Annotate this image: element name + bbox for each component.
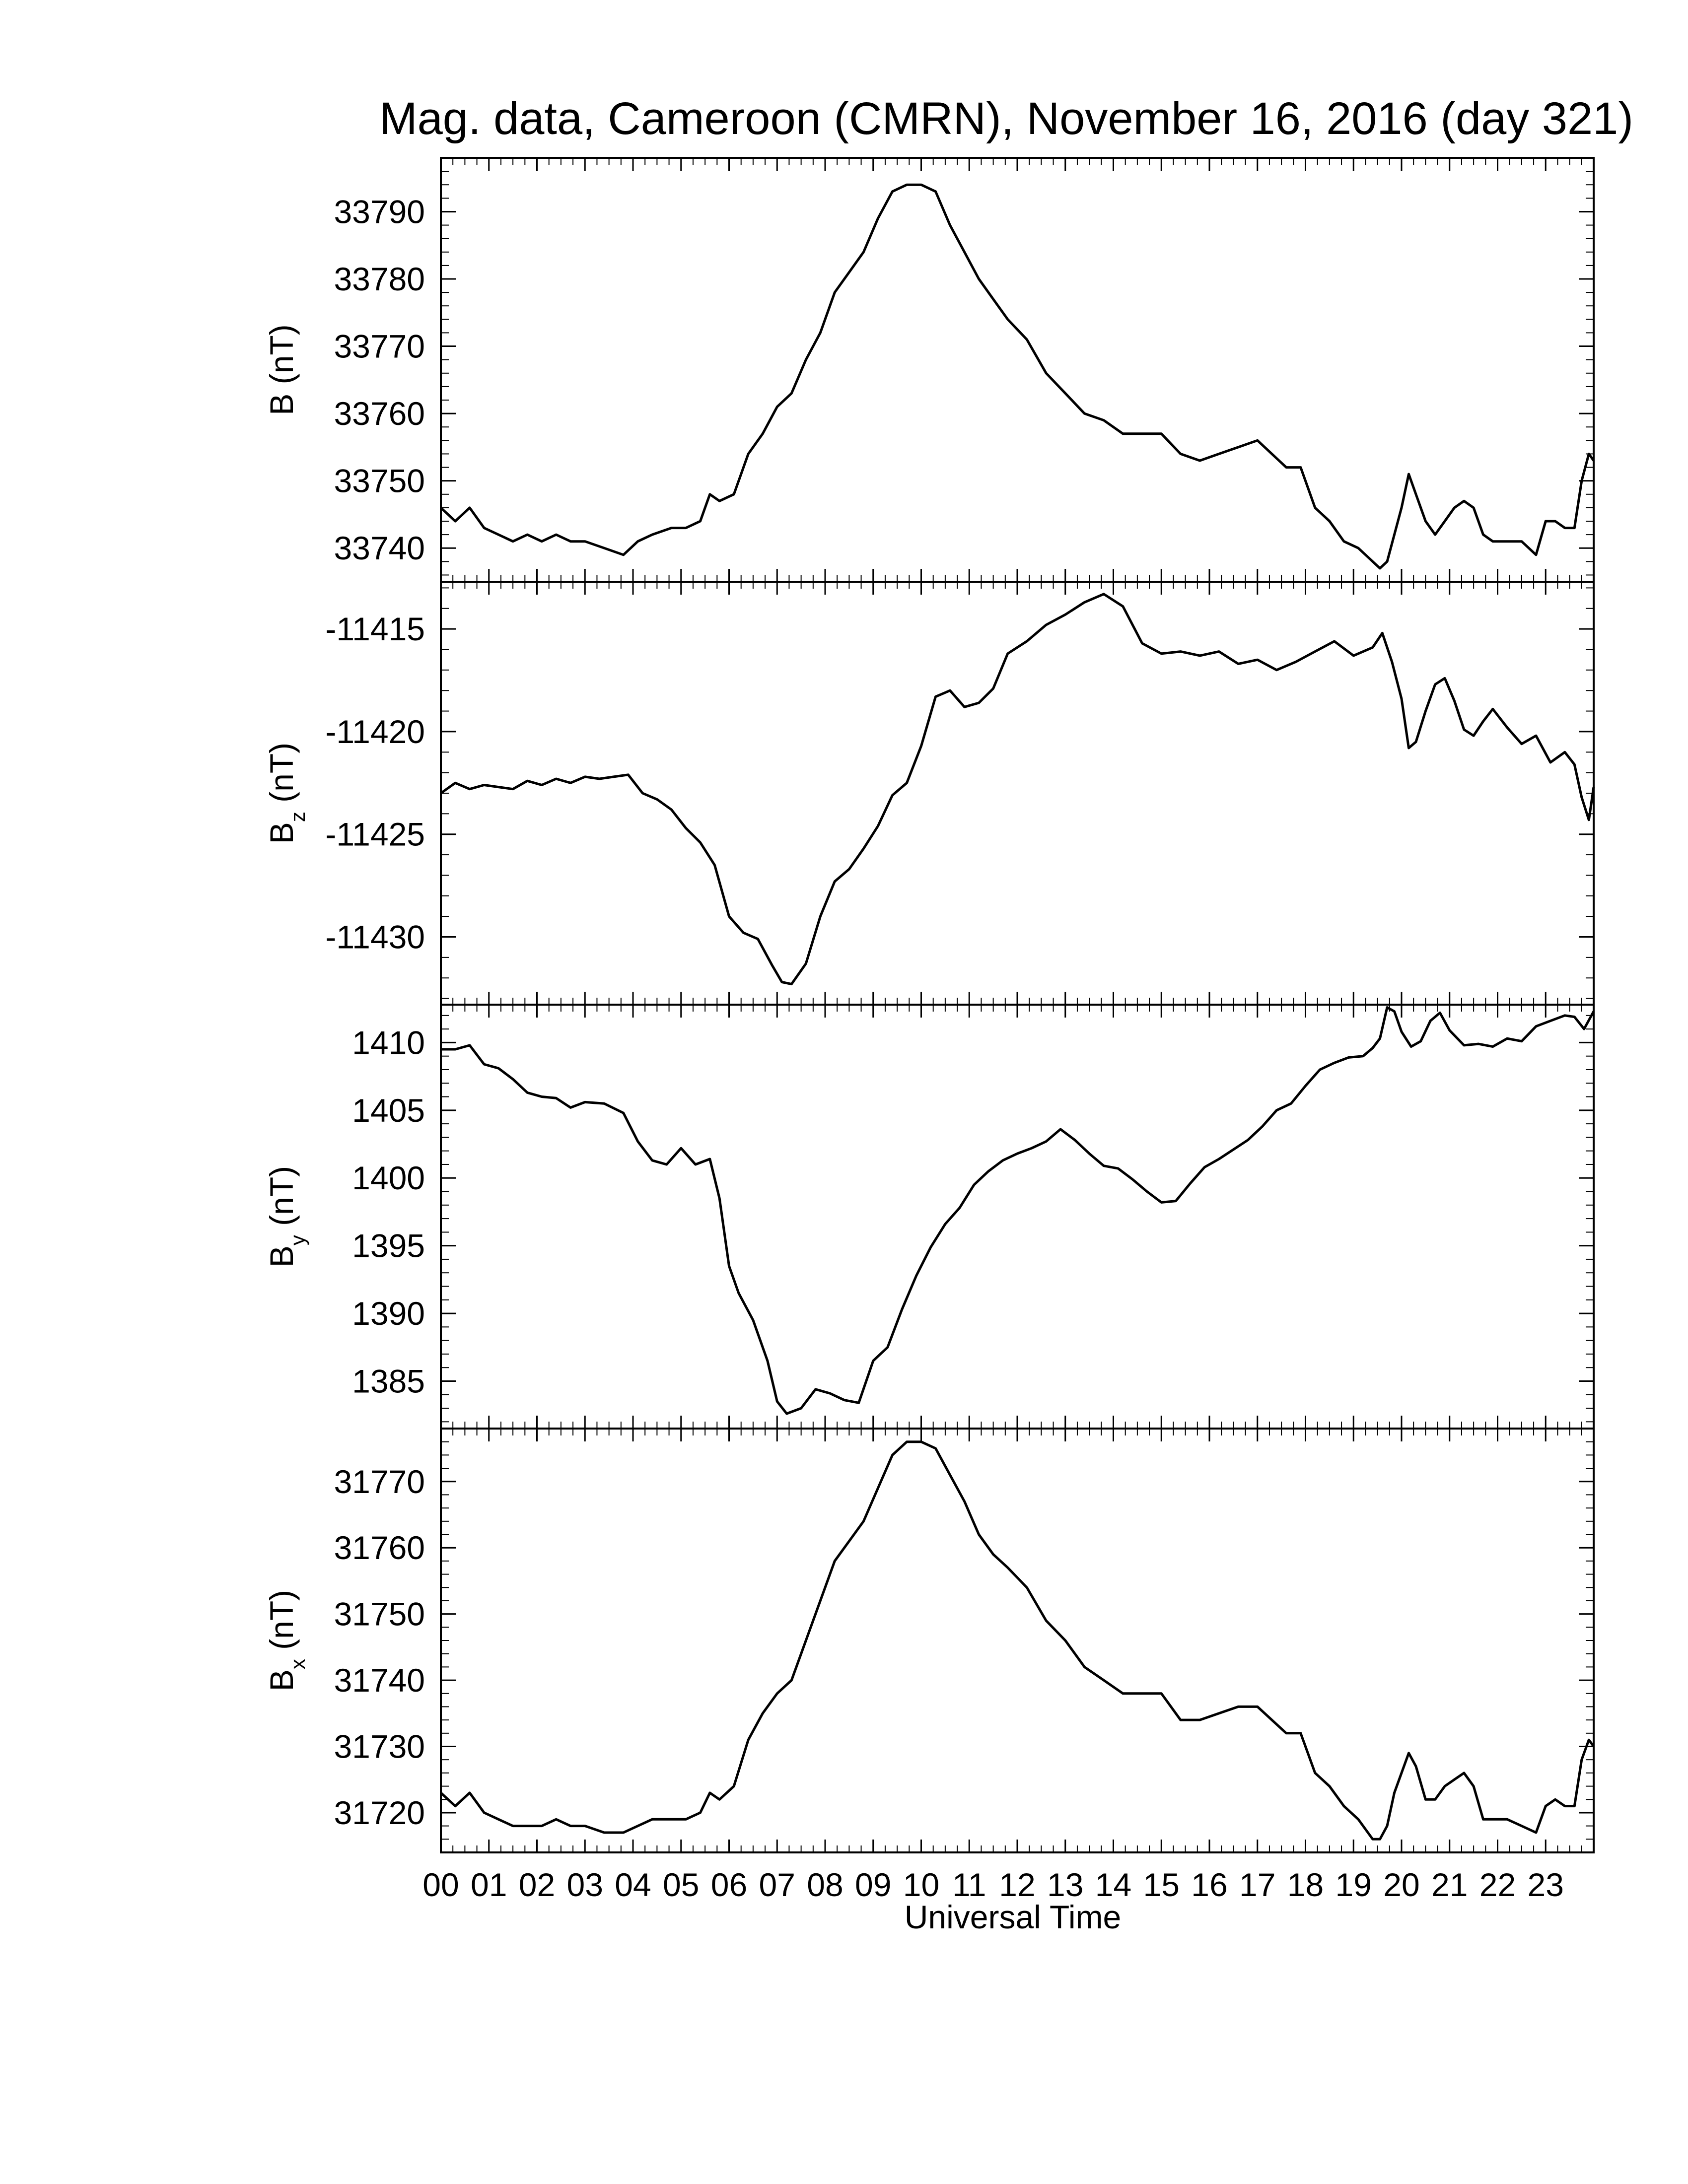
- x-tick-label: 13: [1047, 1866, 1083, 1903]
- y-axis-title-By: By (nT): [263, 1166, 309, 1267]
- plot-frame: [440, 581, 1595, 1006]
- y-tick-marks: [441, 1428, 1594, 1853]
- y-tick-label: 1395: [352, 1228, 425, 1264]
- x-tick-label: 11: [952, 1866, 986, 1903]
- x-tick-label: 14: [1095, 1866, 1131, 1903]
- x-tick-label: 06: [711, 1866, 747, 1903]
- series-line-Bz: [440, 593, 1595, 986]
- y-tick-marks: [441, 157, 1594, 576]
- y-tick-label: 33780: [334, 261, 425, 297]
- y-tick-label: 1405: [352, 1092, 425, 1129]
- plot-frame: [440, 157, 1595, 583]
- x-tick-label: 19: [1336, 1866, 1372, 1903]
- x-tick-marks: [440, 1005, 1595, 1429]
- x-tick-marks: [440, 582, 1595, 1005]
- chart-title: Mag. data, Cameroon (CMRN), November 16,…: [379, 93, 1633, 144]
- y-tick-label: -11420: [325, 713, 425, 750]
- y-tick-label: 33760: [334, 395, 425, 432]
- x-tick-marks: [440, 158, 1595, 582]
- y-tick-label: 1390: [352, 1295, 425, 1332]
- y-tick-label: 33740: [334, 530, 425, 566]
- x-tick-label: 02: [519, 1866, 555, 1903]
- x-tick-label: 07: [759, 1866, 795, 1903]
- y-tick-label: 1400: [352, 1160, 425, 1196]
- y-axis-title-Bz: Bz (nT): [263, 743, 309, 844]
- x-tick-label: 23: [1528, 1866, 1564, 1903]
- series-line-Bx: [440, 1440, 1595, 1841]
- panel-Bx: 31720 31730 31740 31750 31760 31770 Bx (nT): [263, 1428, 1595, 1853]
- panel-B: 33740 33750 33760 33770 33780 33790 B (nT): [263, 157, 1595, 583]
- x-tick-marks: [440, 1429, 1595, 1852]
- y-tick-label: 33770: [334, 328, 425, 365]
- y-tick-label: 31730: [334, 1728, 425, 1765]
- y-tick-label: 33750: [334, 463, 425, 499]
- plot-frame: [440, 1004, 1595, 1430]
- y-tick-label: 1385: [352, 1363, 425, 1400]
- x-axis-title: Universal Time: [905, 1899, 1121, 1935]
- x-tick-label: 09: [855, 1866, 891, 1903]
- x-tick-label: 16: [1191, 1866, 1227, 1903]
- series-line-B: [440, 183, 1595, 570]
- x-tick-label: 03: [567, 1866, 603, 1903]
- x-tick-label: 20: [1383, 1866, 1419, 1903]
- y-tick-label: 31770: [334, 1463, 425, 1500]
- x-tick-label: 21: [1431, 1866, 1468, 1903]
- series-line-By: [441, 1006, 1595, 1415]
- plot-frame: [440, 1428, 1595, 1853]
- y-axis-title-Bx: Bx (nT): [263, 1590, 309, 1691]
- x-tick-label: 17: [1239, 1866, 1275, 1903]
- y-tick-label: 31760: [334, 1529, 425, 1566]
- x-tick-label: 10: [903, 1866, 939, 1903]
- y-tick-label: -11430: [325, 919, 425, 956]
- panel-Bz: -11415 -11420 -11425 -11430 Bz (nT): [263, 581, 1595, 1006]
- y-tick-label: 31750: [334, 1596, 425, 1633]
- y-tick-label: 1410: [352, 1024, 425, 1061]
- x-tick-label: 05: [663, 1866, 699, 1903]
- x-tick-label: 04: [615, 1866, 651, 1903]
- y-tick-label: -11425: [325, 816, 425, 853]
- x-tick-label: 15: [1143, 1866, 1180, 1903]
- x-tick-label: 22: [1479, 1866, 1516, 1903]
- x-tick-label: 08: [807, 1866, 843, 1903]
- y-tick-label: 31720: [334, 1794, 425, 1831]
- panel-By: 1385 1390 1395 1400 1405 1410 By (nT): [263, 1004, 1595, 1430]
- x-axis: 00 01 02 03 04 05 06 07 08 09 10 11 12 13 14 15 16 17 18 19…: [422, 1866, 1564, 1903]
- x-tick-label: 12: [999, 1866, 1035, 1903]
- panels-layer: 33740 33750 33760 33770 33780 33790 B (nT) -114…: [263, 157, 1595, 1853]
- y-tick-marks: [441, 587, 1594, 999]
- y-axis-title-B: B (nT): [263, 324, 300, 415]
- x-tick-label: 00: [422, 1866, 459, 1903]
- y-tick-label: 31740: [334, 1662, 425, 1699]
- x-tick-label: 18: [1287, 1866, 1324, 1903]
- y-tick-label: -11415: [325, 611, 425, 647]
- x-tick-label: 01: [471, 1866, 507, 1903]
- y-tick-marks: [441, 1015, 1594, 1423]
- y-tick-label: 33790: [334, 193, 425, 230]
